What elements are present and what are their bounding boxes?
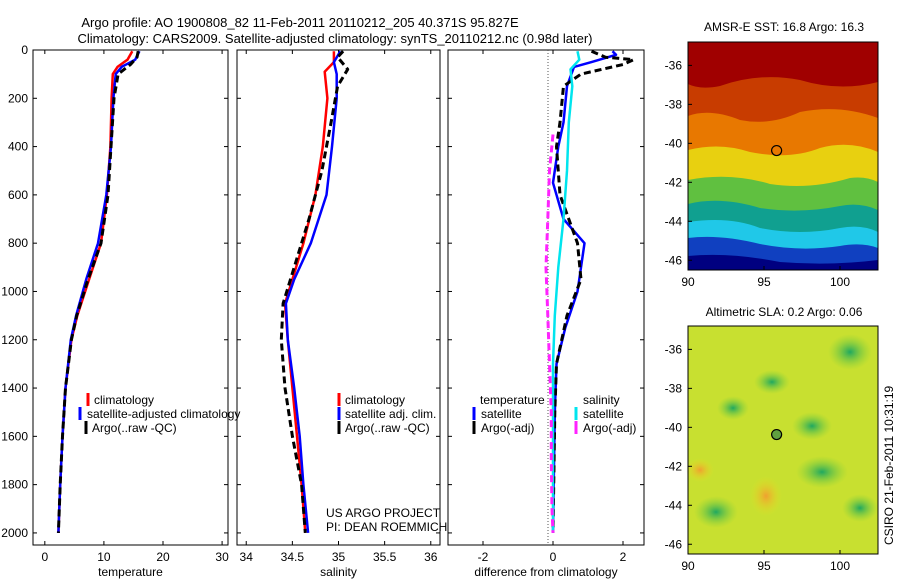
legend-label-sal-satellite: satellite <box>583 407 624 421</box>
map-x-tick-label: 90 <box>681 559 695 573</box>
sst-frame <box>687 41 879 271</box>
sla-anomaly <box>754 370 790 394</box>
x-tick-label: -2 <box>478 550 489 564</box>
x-tick-label: 35 <box>332 550 346 564</box>
sst-map-title: AMSR-E SST: 16.8 Argo: 16.3 <box>704 20 864 34</box>
x-axis-label: salinity <box>320 565 357 579</box>
x-tick-label: 0 <box>41 550 48 564</box>
legend-header-salinity: salinity <box>583 393 620 407</box>
map-y-tick-label: -42 <box>665 459 683 473</box>
sla-frame <box>687 325 879 555</box>
pi-label: PI: DEAN ROEMMICH <box>326 520 447 534</box>
x-tick-label: 0 <box>550 550 557 564</box>
y-tick-label: 1000 <box>1 284 28 298</box>
series-line-argo-raw-qc <box>56 50 140 533</box>
y-tick-label: 800 <box>8 236 28 250</box>
salinity-legend: climatology satellite adj. clim. Argo(..… <box>337 393 436 435</box>
x-tick-label: 34 <box>240 550 254 564</box>
sla-map-title: Altimetric SLA: 0.2 Argo: 0.06 <box>706 305 863 319</box>
series-line-satellite-adjusted-climatology <box>57 50 141 533</box>
sla-map-panel: Altimetric SLA: 0.2 Argo: 0.06 <box>686 305 879 555</box>
legend-label-climatology: climatology <box>94 393 154 407</box>
x-tick-label: 10 <box>97 550 111 564</box>
series-line-salinity-satellite <box>551 50 581 533</box>
sst-map-panel: AMSR-E SST: 16.8 Argo: 16.3 <box>687 20 879 271</box>
sla-anomaly <box>717 396 749 420</box>
map-y-tick-label: -36 <box>665 342 683 356</box>
temperature-legend: climatology satellite-adjusted climatolo… <box>78 393 240 435</box>
x-tick-label: 20 <box>156 550 170 564</box>
figure-title-line1: Argo profile: AO 1900808_82 11-Feb-2011 … <box>81 15 519 30</box>
legend-label-temp-argo: Argo(-adj) <box>481 421 534 435</box>
figure-title-line2: Climatology: CARS2009. Satellite-adjuste… <box>78 31 593 46</box>
sst-band-navy <box>688 254 878 270</box>
y-tick-label: 1400 <box>1 381 28 395</box>
x-axis-label: difference from climatology <box>474 565 617 579</box>
sla-anomaly <box>842 494 878 522</box>
y-tick-label: 2000 <box>1 526 28 540</box>
series-line-temperature-satellite <box>551 50 618 533</box>
sla-anomaly <box>796 456 848 488</box>
y-tick-label: 1600 <box>1 429 28 443</box>
y-tick-label: 1200 <box>1 333 28 347</box>
map-x-tick-label: 100 <box>830 559 850 573</box>
series-line-satellite-adj-clim <box>284 50 342 534</box>
map-y-tick-label: -36 <box>665 58 683 72</box>
legend-label-temp-satellite: satellite <box>481 407 522 421</box>
sla-anomaly <box>694 496 738 528</box>
salinity-profile-panel: 34 34.5 35 35.5 36 salinity <box>236 49 441 579</box>
series-line-temperature-argo-adj <box>551 49 635 533</box>
x-tick-label: 36 <box>424 550 438 564</box>
argo-float-marker <box>771 144 783 157</box>
series-line-climatology <box>57 50 134 533</box>
x-tick-label: 2 <box>620 550 627 564</box>
sla-anomaly <box>750 476 782 516</box>
legend-label-satellite: satellite adj. clim. <box>345 407 436 421</box>
legend-label-sal-argo: Argo(-adj) <box>583 421 636 435</box>
y-tick-label: 200 <box>8 91 28 105</box>
map-x-tick-label: 90 <box>681 275 695 289</box>
x-axis-label: temperature <box>98 565 163 579</box>
map-y-tick-label: -40 <box>665 420 683 434</box>
series-line-climatology <box>283 51 336 533</box>
legend-header-temperature: temperature <box>480 393 545 407</box>
map-y-tick-label: -44 <box>665 214 683 228</box>
map-y-tick-label: -40 <box>665 136 683 150</box>
difference-legend: temperature satellite Argo(-adj) salinit… <box>472 393 636 435</box>
project-label: US ARGO PROJECT <box>326 506 441 520</box>
series-line-salinity-argo-adj <box>544 134 555 533</box>
argo-float-marker <box>771 428 783 441</box>
x-tick-label: 34.5 <box>281 550 305 564</box>
y-tick-label: 1800 <box>1 478 28 492</box>
legend-label-argo: Argo(..raw -QC) <box>345 421 430 435</box>
x-tick-label: 35.5 <box>373 550 397 564</box>
sla-anomaly <box>828 334 872 370</box>
legend-label-climatology: climatology <box>345 393 405 407</box>
x-tick-label: 30 <box>215 550 229 564</box>
sla-anomaly <box>792 412 832 440</box>
map-y-tick-label: -42 <box>665 175 683 189</box>
csiro-timestamp: CSIRO 21-Feb-2011 10:31:19 <box>882 385 896 545</box>
map-y-tick-label: -46 <box>665 253 683 267</box>
y-tick-label: 0 <box>21 43 28 57</box>
y-tick-label: 600 <box>8 188 28 202</box>
legend-label-satellite: satellite-adjusted climatology <box>87 407 240 421</box>
y-tick-label: 400 <box>8 140 28 154</box>
sst-band-red <box>688 42 878 88</box>
legend-label-argo: Argo(..raw -QC) <box>92 421 177 435</box>
map-y-tick-label: -38 <box>665 97 683 111</box>
map-x-tick-label: 95 <box>757 559 771 573</box>
map-y-tick-label: -38 <box>665 381 683 395</box>
map-x-tick-label: 100 <box>830 275 850 289</box>
sla-anomaly <box>686 458 714 482</box>
map-y-tick-label: -44 <box>665 498 683 512</box>
series-line-argo-raw-qc <box>279 50 350 534</box>
map-y-tick-label: -46 <box>665 537 683 551</box>
map-x-tick-label: 95 <box>757 275 771 289</box>
temperature-profile-panel: 0 10 20 30 temperature 0 200 400 600 800 1000 1200 1… <box>1 43 229 579</box>
